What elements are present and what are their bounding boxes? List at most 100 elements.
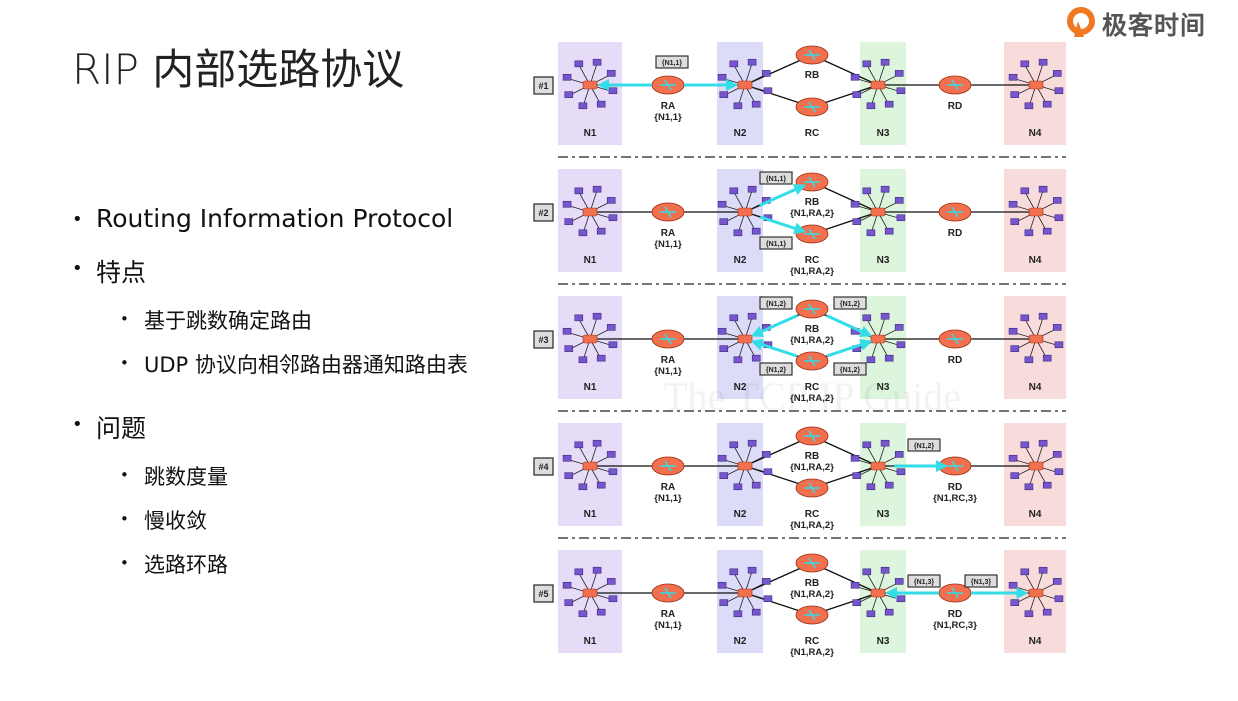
host-computer-icon: [717, 73, 727, 81]
hub-icon: [870, 334, 886, 344]
router-label: RD: [948, 482, 962, 493]
host-computer-icon: [1020, 314, 1030, 322]
update-message-text: {N1,2}: [766, 367, 787, 374]
routing-table-entry: {N1,RA,2}: [790, 647, 834, 658]
host-computer-icon: [562, 454, 572, 462]
host-computer-icon: [884, 100, 894, 108]
sub-bullet: UDP 协议向相邻路由器通知路由表: [72, 349, 468, 379]
router-arrows-icon: [660, 587, 676, 599]
host-computer-icon: [719, 218, 729, 225]
host-computer-icon: [608, 87, 618, 95]
host-computer-icon: [592, 312, 602, 320]
step-label: #3: [538, 335, 548, 345]
host-computer-icon: [1024, 483, 1034, 491]
host-computer-icon: [1020, 441, 1030, 449]
update-arrow: [759, 215, 807, 235]
host-computer-icon: [717, 200, 727, 208]
panel-3: N1 N2 N3 N4RA{N1,1}RB{N1,RA,2}RC{N1,RA,2}RD…: [533, 296, 1066, 412]
watermark: The TCP/IP Guide: [663, 374, 961, 419]
host-computer-icon: [578, 483, 588, 491]
router-arrows-icon: [660, 333, 676, 345]
host-computer-icon: [884, 354, 894, 362]
host-computer-icon: [719, 345, 729, 352]
host-computer-icon: [733, 356, 743, 364]
router-label: RA: [661, 228, 675, 239]
host-computer-icon: [751, 608, 761, 616]
network-label: N4: [1029, 128, 1042, 139]
router-arrows-icon: [804, 482, 820, 494]
host-computer-icon: [1024, 356, 1034, 364]
host-computer-icon: [1024, 610, 1034, 618]
host-computer-icon: [850, 581, 860, 589]
hub-icon: [582, 334, 598, 344]
hub-icon: [870, 588, 886, 598]
host-computer-icon: [562, 327, 572, 335]
host-computer-icon: [862, 187, 872, 195]
host-computer-icon: [763, 468, 773, 476]
host-computer-icon: [606, 324, 616, 331]
host-computer-icon: [1038, 439, 1048, 447]
routing-table-entry: {N1,RC,3}: [933, 493, 977, 504]
router-label: RB: [805, 70, 819, 81]
network-label: N2: [734, 255, 747, 266]
host-computer-icon: [862, 568, 872, 576]
host-computer-icon: [894, 70, 904, 77]
router-label: RD: [948, 101, 962, 112]
host-computer-icon: [1054, 341, 1064, 349]
network-label: N2: [734, 382, 747, 393]
host-computer-icon: [1054, 468, 1064, 476]
network-label: N2: [734, 128, 747, 139]
host-computer-icon: [894, 197, 904, 204]
host-computer-icon: [717, 454, 727, 462]
update-arrow: [758, 184, 807, 207]
router-label: RB: [805, 197, 819, 208]
host-computer-icon: [896, 87, 906, 95]
hub-icon: [582, 461, 598, 471]
network-label: N2: [734, 509, 747, 520]
update-arrow: [750, 314, 799, 337]
host-computer-icon: [729, 187, 739, 195]
host-computer-icon: [717, 581, 727, 589]
host-computer-icon: [850, 73, 860, 81]
host-computer-icon: [574, 568, 584, 576]
network-label: N4: [1029, 382, 1042, 393]
update-message-box: [759, 171, 793, 185]
update-message-box: [907, 574, 941, 588]
host-computer-icon: [866, 356, 876, 364]
host-computer-icon: [729, 314, 739, 322]
host-computer-icon: [733, 229, 743, 237]
host-computer-icon: [596, 227, 606, 235]
step-label-box: [533, 457, 554, 476]
update-message-text: {N1,2}: [840, 367, 861, 374]
host-computer-icon: [884, 608, 894, 616]
host-computer-icon: [896, 214, 906, 222]
host-computer-icon: [862, 441, 872, 449]
host-computer-icon: [763, 595, 773, 603]
router-arrows-icon: [804, 355, 820, 367]
router-label: RD: [948, 609, 962, 620]
host-computer-icon: [852, 472, 862, 479]
update-message-text: {N1,2}: [914, 443, 935, 450]
host-computer-icon: [1010, 345, 1020, 352]
host-computer-icon: [592, 185, 602, 193]
host-computer-icon: [1052, 197, 1062, 204]
router-arrows-icon: [804, 49, 820, 61]
router-label: RA: [661, 101, 675, 112]
step-label: #2: [538, 208, 548, 218]
host-computer-icon: [592, 566, 602, 574]
host-computer-icon: [896, 341, 906, 349]
host-computer-icon: [1042, 100, 1052, 108]
hub-icon: [870, 80, 886, 90]
host-computer-icon: [606, 70, 616, 77]
sub-bullet: 跳数度量: [72, 461, 468, 491]
host-computer-icon: [894, 451, 904, 458]
step-label-box: [533, 76, 554, 95]
router-arrows-icon: [660, 460, 676, 472]
update-message-text: {N1,1}: [662, 60, 683, 67]
host-computer-icon: [717, 327, 727, 335]
host-computer-icon: [862, 60, 872, 68]
network-label: N3: [877, 128, 890, 139]
step-label: #1: [538, 81, 548, 91]
host-computer-icon: [562, 581, 572, 589]
bullet-list: Routing Information Protocol 特点 基于跳数确定路由…: [72, 204, 468, 597]
